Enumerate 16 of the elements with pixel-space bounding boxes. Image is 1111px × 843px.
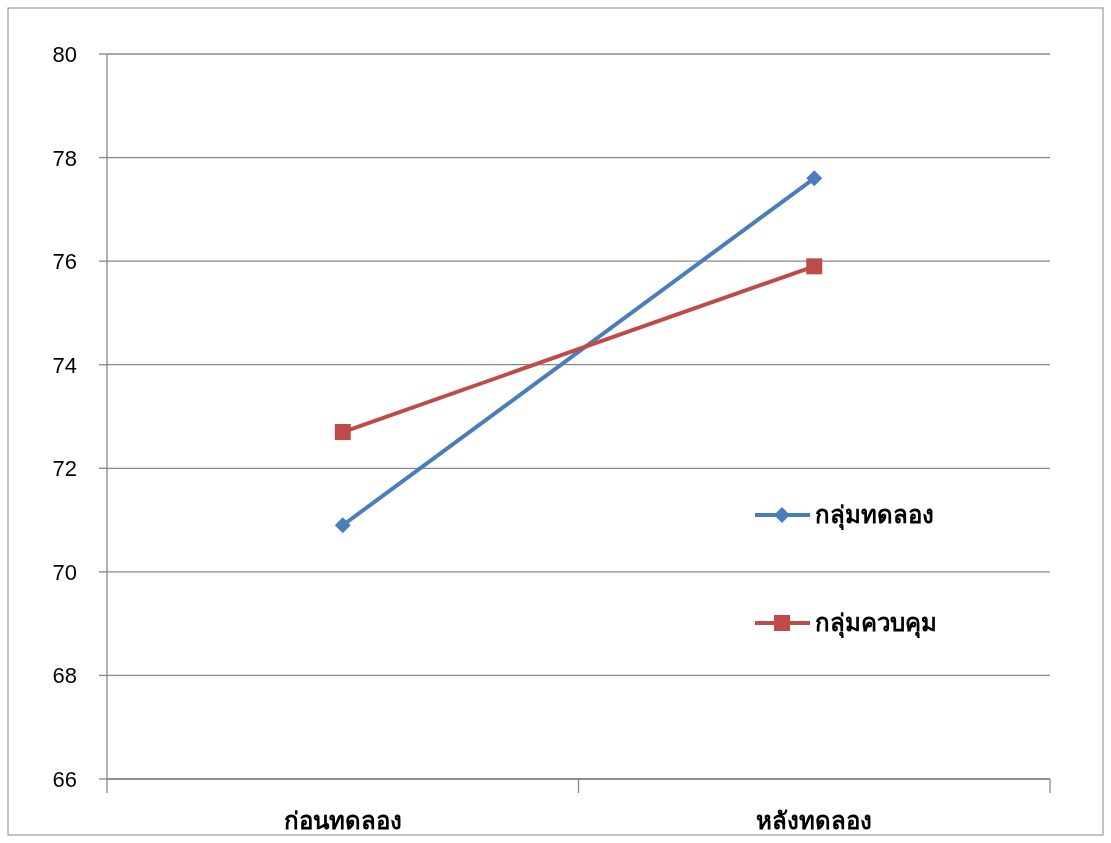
y-tick-label: 80 <box>52 42 77 67</box>
y-tick-label: 72 <box>52 456 77 482</box>
y-tick-label: 70 <box>52 559 77 585</box>
y-tick-label: 76 <box>52 249 77 275</box>
legend-label: กลุ่มควบคุม <box>815 609 937 639</box>
point <box>806 170 823 187</box>
point <box>806 258 823 275</box>
y-tick-label: 68 <box>52 663 77 689</box>
y-tick-label: 78 <box>52 145 77 171</box>
x-tick-label: ก่อนทดลอง <box>283 807 402 834</box>
y-tick-label: 74 <box>52 352 77 378</box>
point <box>334 424 351 441</box>
x-tick-label: หลังทดลอง <box>756 807 873 834</box>
legend-label: กลุ่มทดลอง <box>815 501 934 531</box>
point <box>334 517 351 534</box>
y-tick-label: 66 <box>52 767 77 792</box>
